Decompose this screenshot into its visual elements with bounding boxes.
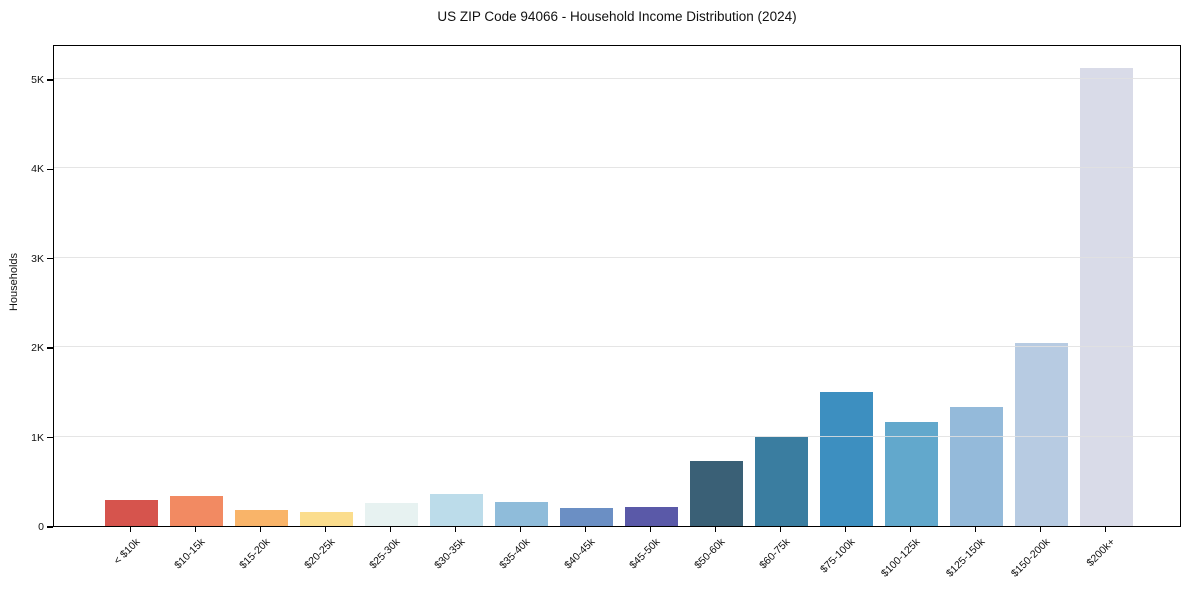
y-tick-label: 4K	[31, 163, 44, 176]
gridline-5K	[54, 77, 1180, 79]
bar-200k	[1080, 68, 1133, 526]
y-tick-mark	[47, 526, 53, 528]
bar-40-45k	[560, 508, 613, 526]
x-tick-mark	[1039, 527, 1042, 532]
x-tick-label: $125-150k	[943, 536, 987, 580]
bar-60-75k	[755, 436, 808, 526]
bar-75-100k	[820, 391, 873, 526]
x-tick-label: $60-75k	[756, 536, 792, 572]
y-tick-mark	[47, 79, 53, 81]
y-tick-mark	[47, 347, 53, 349]
bar-35-40k	[495, 502, 548, 526]
gridline-2K	[54, 346, 1180, 348]
bar-25-30k	[365, 502, 418, 526]
x-tick-label: $45-50k	[626, 536, 662, 572]
gridline-1K	[54, 435, 1180, 437]
x-tick-label: $40-45k	[561, 536, 597, 572]
plot-area	[53, 45, 1181, 527]
y-tick-mark	[47, 436, 53, 439]
x-tick-mark	[584, 527, 587, 532]
x-tick-mark	[389, 527, 392, 532]
chart-title: US ZIP Code 94066 - Household Income Dis…	[437, 9, 797, 24]
bar-20-25k	[300, 512, 353, 526]
bar-15-20k	[235, 509, 288, 526]
x-tick-mark	[259, 527, 262, 532]
x-tick-label: $35-40k	[496, 536, 532, 572]
x-tick-mark	[454, 527, 457, 532]
bar-100-125k	[885, 422, 938, 526]
bar-30-35k	[430, 494, 483, 526]
x-tick-mark	[324, 527, 327, 532]
x-tick-mark	[714, 527, 717, 532]
x-tick-mark	[909, 527, 912, 532]
bar-45-50k	[625, 507, 678, 526]
x-tick-mark	[844, 527, 847, 532]
x-tick-mark	[974, 527, 977, 532]
x-tick-label: $10-15k	[171, 536, 207, 572]
y-tick-mark	[47, 258, 53, 260]
x-tick-label: $25-30k	[366, 536, 402, 572]
y-tick-label: 1K	[31, 431, 44, 444]
y-tick-label: 5K	[31, 73, 44, 86]
x-tick-label: $75-100k	[817, 536, 857, 576]
y-tick-label: 2K	[31, 342, 44, 355]
y-tick-label: 0	[38, 521, 44, 533]
x-tick-label: $100-125k	[878, 536, 922, 580]
y-tick-label: 3K	[31, 252, 44, 265]
gridline-3K	[54, 256, 1180, 258]
x-tick-mark	[194, 527, 197, 532]
x-tick-mark	[649, 527, 652, 532]
x-tick-mark	[129, 527, 132, 532]
bar-10k	[105, 500, 158, 526]
bar-125-150k	[950, 407, 1003, 526]
x-tick-label: $200k+	[1083, 536, 1117, 570]
x-tick-label: $150-200k	[1008, 536, 1052, 580]
bar-10-15k	[170, 496, 223, 526]
x-tick-mark	[1104, 527, 1107, 532]
gridline-4K	[54, 167, 1180, 169]
x-tick-label: $15-20k	[236, 536, 272, 572]
x-tick-mark	[779, 527, 782, 532]
x-tick-mark	[519, 527, 522, 532]
x-tick-label: < $10k	[110, 536, 142, 567]
x-tick-label: $30-35k	[431, 536, 467, 572]
bar-50-60k	[690, 460, 743, 526]
y-tick-mark	[47, 168, 53, 170]
x-tick-label: $20-25k	[301, 536, 337, 572]
bar-150-200k	[1015, 342, 1068, 526]
x-tick-label: $50-60k	[691, 536, 727, 572]
